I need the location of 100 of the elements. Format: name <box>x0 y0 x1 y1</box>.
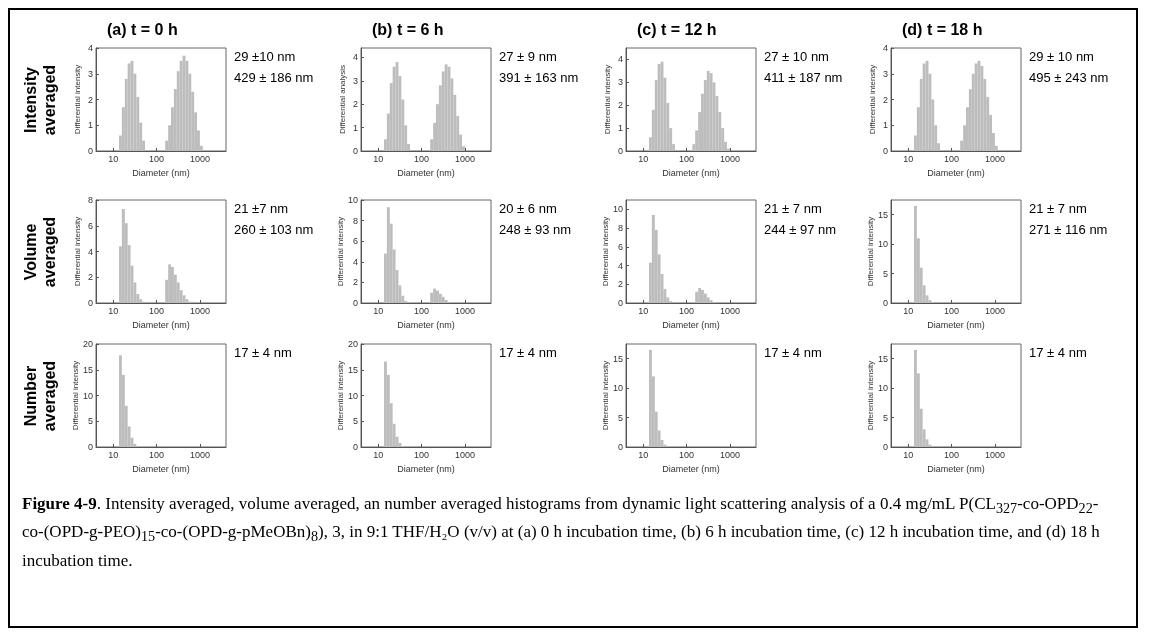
x-tick-label: 1000 <box>189 153 210 164</box>
x-axis-title: Diameter (nm) <box>927 319 985 330</box>
y-tick-label: 0 <box>617 442 623 452</box>
y-tick-label: 4 <box>87 246 93 257</box>
y-axis-title: Differential intensity <box>335 216 345 287</box>
x-tick-label: 1000 <box>984 153 1005 164</box>
chart-title: (a) t = 0 h <box>107 20 178 38</box>
y-tick-label: 3 <box>882 68 888 79</box>
x-axis-title: Diameter (nm) <box>662 319 720 330</box>
x-tick-label: 100 <box>944 449 960 460</box>
text: Intensity averaged <box>22 64 58 136</box>
x-tick-label: 10 <box>903 449 914 460</box>
x-tick-label: 10 <box>108 305 119 316</box>
y-tick-label: 0 <box>352 146 358 156</box>
x-tick-label: 1000 <box>454 449 475 460</box>
chart-title: (b) t = 6 h <box>372 20 444 38</box>
text: 29 ±10 nm <box>234 49 296 64</box>
y-tick-label: 10 <box>877 239 888 250</box>
y-tick-label: 0 <box>617 146 623 156</box>
text: 429 ± 186 nm <box>234 70 314 85</box>
y-tick-label: 8 <box>87 195 93 205</box>
y-tick-label: 0 <box>882 298 888 308</box>
chart-title: (c) t = 12 h <box>637 20 717 38</box>
y-tick-label: 0 <box>87 442 93 452</box>
y-tick-label: 4 <box>87 43 93 53</box>
y-tick-label: 4 <box>617 260 623 271</box>
x-tick-label: 100 <box>944 153 960 164</box>
y-tick-label: 15 <box>877 209 888 220</box>
text: 391 ± 163 nm <box>499 70 579 85</box>
x-tick-label: 1000 <box>454 305 475 316</box>
x-tick-label: 1000 <box>454 153 475 164</box>
y-tick-label: 15 <box>612 353 623 364</box>
text: 27 ± 10 nm <box>764 49 829 64</box>
y-axis-title: Differential intensity <box>865 216 875 287</box>
y-axis-title: Differential analysis <box>337 64 347 135</box>
x-tick-label: 1000 <box>719 449 740 460</box>
x-tick-label: 100 <box>679 305 695 316</box>
text: 21 ± 7 nm <box>764 201 822 216</box>
x-tick-label: 100 <box>414 153 430 164</box>
x-tick-label: 100 <box>679 153 695 164</box>
y-tick-label: 5 <box>87 416 93 427</box>
y-tick-label: 2 <box>617 279 623 290</box>
text: 495 ± 243 nm <box>1029 70 1109 85</box>
y-axis-title: Differential intensity <box>600 360 610 431</box>
y-tick-label: 10 <box>82 390 93 401</box>
x-tick-label: 10 <box>903 153 914 164</box>
text: 411 ± 187 nm <box>764 70 843 85</box>
text: 20 ± 6 nm <box>499 201 557 216</box>
x-tick-label: 10 <box>638 153 649 164</box>
y-tick-label: 10 <box>347 390 358 401</box>
y-tick-label: 6 <box>87 220 93 231</box>
x-tick-label: 100 <box>149 449 165 460</box>
y-tick-label: 10 <box>347 195 358 205</box>
y-tick-label: 2 <box>87 272 93 283</box>
y-tick-label: 10 <box>877 383 888 394</box>
y-tick-label: 15 <box>82 364 93 375</box>
y-tick-label: 15 <box>877 353 888 364</box>
y-tick-label: 0 <box>882 146 888 156</box>
x-tick-label: 1000 <box>189 305 210 316</box>
y-tick-label: 0 <box>352 442 358 452</box>
x-tick-label: 10 <box>108 449 119 460</box>
x-tick-label: 10 <box>373 449 384 460</box>
y-tick-label: 2 <box>352 99 358 110</box>
y-tick-label: 1 <box>882 120 888 131</box>
y-tick-label: 0 <box>352 298 358 308</box>
y-tick-label: 8 <box>352 215 358 226</box>
y-tick-label: 4 <box>352 52 358 63</box>
y-tick-label: 2 <box>882 94 888 105</box>
y-axis-title: Differential intensity <box>602 64 612 135</box>
x-tick-label: 1000 <box>984 449 1005 460</box>
y-axis-title: Differential intensity <box>600 216 610 287</box>
y-tick-label: 1 <box>352 122 358 133</box>
x-tick-label: 100 <box>149 305 165 316</box>
y-tick-label: 6 <box>352 236 358 247</box>
y-tick-label: 3 <box>352 75 358 86</box>
x-axis-title: Diameter (nm) <box>927 167 985 178</box>
y-tick-label: 6 <box>617 241 623 252</box>
x-axis-title: Diameter (nm) <box>662 463 720 474</box>
text: 29 ± 10 nm <box>1029 49 1094 64</box>
chart-title: (d) t = 18 h <box>902 20 983 38</box>
x-tick-label: 100 <box>414 449 430 460</box>
text: Volume averaged <box>22 216 58 288</box>
x-axis-title: Diameter (nm) <box>132 167 190 178</box>
y-tick-label: 0 <box>617 298 623 308</box>
x-axis-title: Diameter (nm) <box>397 319 455 330</box>
y-tick-label: 4 <box>882 43 888 53</box>
x-tick-label: 10 <box>638 305 649 316</box>
text: 260 ± 103 nm <box>234 222 314 237</box>
y-tick-label: 2 <box>87 94 93 105</box>
y-tick-label: 10 <box>612 383 623 394</box>
y-axis-title: Differential intensity <box>72 216 82 287</box>
x-tick-label: 1000 <box>719 305 740 316</box>
y-tick-label: 20 <box>347 339 358 349</box>
y-tick-label: 2 <box>352 277 358 288</box>
x-tick-label: 100 <box>679 449 695 460</box>
x-tick-label: 1000 <box>984 305 1005 316</box>
y-tick-label: 20 <box>82 339 93 349</box>
y-axis-title: Differential intensity <box>72 64 82 135</box>
x-axis-title: Diameter (nm) <box>397 167 455 178</box>
y-axis-title: Differential intensity <box>70 360 80 431</box>
